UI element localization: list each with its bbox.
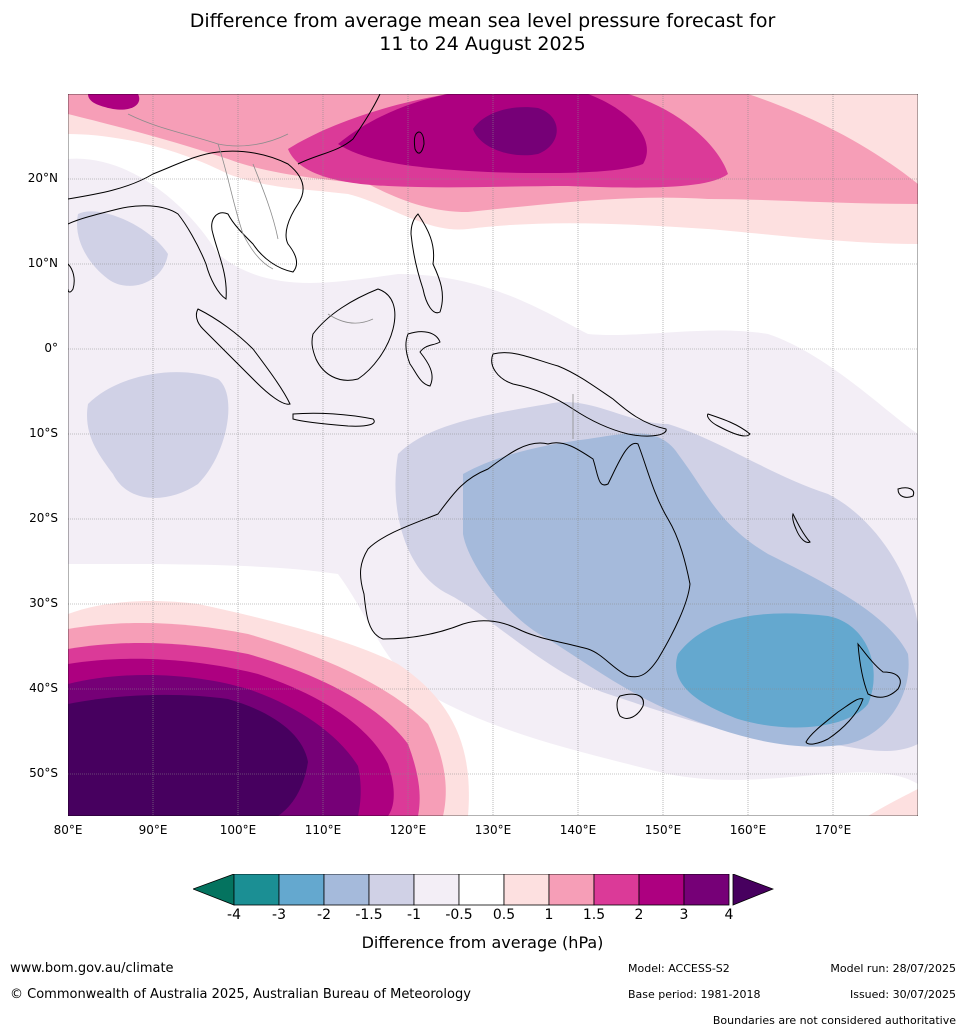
lon-label-140e: 140°E xyxy=(559,823,597,837)
lon-label-120e: 120°E xyxy=(389,823,427,837)
lat-label-10s: 10°S xyxy=(29,426,58,440)
colorbar-under-arrow xyxy=(193,874,235,906)
lon-label-160e: 160°E xyxy=(729,823,767,837)
philippines-coast xyxy=(410,213,443,314)
lon-label-110e: 110°E xyxy=(304,823,342,837)
colorbar-tick-label: 3 xyxy=(679,907,689,923)
colorbar-tick-label: 1.5 xyxy=(582,907,606,923)
colorbar-bin-1 xyxy=(278,874,325,906)
new-guinea-coast xyxy=(491,352,667,437)
colorbar-bin-10 xyxy=(683,874,730,906)
colorbar-tick-label: -1 xyxy=(407,907,421,923)
field-neg-2 xyxy=(676,613,874,728)
field-pos-nw-corner xyxy=(88,94,140,110)
solomon-islands-coast xyxy=(707,413,751,437)
footer-model-run: Model run: 28/07/2025 xyxy=(830,962,956,975)
lon-label-130e: 130°E xyxy=(474,823,512,837)
field-neg-1-west xyxy=(87,372,229,498)
china-coast xyxy=(297,94,381,165)
java-coast xyxy=(292,412,375,427)
colorbar-over-arrow xyxy=(732,874,774,906)
new-zealand-south-coast xyxy=(805,698,864,745)
lon-label-90e: 90°E xyxy=(138,823,168,837)
colorbar-tick-label: -4 xyxy=(227,907,241,923)
lat-label-40s: 40°S xyxy=(29,681,58,695)
footer-base-period: Base period: 1981-2018 xyxy=(628,988,761,1001)
colorbar-title: Difference from average (hPa) xyxy=(361,933,604,952)
lon-label-170e: 170°E xyxy=(814,823,852,837)
pressure-anomaly-map xyxy=(68,94,918,816)
colorbar-tick-label: 1 xyxy=(544,907,554,923)
title-line-2: 11 to 24 August 2025 xyxy=(379,33,586,55)
footer-model: Model: ACCESS-S2 xyxy=(628,962,730,975)
colorbar-tick-label: -3 xyxy=(272,907,286,923)
lat-label-30s: 30°S xyxy=(29,596,58,610)
new-zealand-north-coast xyxy=(857,642,901,698)
colorbar xyxy=(193,874,774,906)
tasmania-coast xyxy=(616,693,644,719)
lat-label-0: 0° xyxy=(44,341,58,355)
lat-label-50s: 50°S xyxy=(29,766,58,780)
field-pos-3-north xyxy=(473,107,557,156)
colorbar-bin-6 xyxy=(503,874,550,906)
mainland-asia-coast xyxy=(68,150,304,300)
sri-lanka-coast xyxy=(68,263,75,293)
graticule xyxy=(68,94,918,816)
sulawesi-coast xyxy=(405,331,441,387)
map-svg xyxy=(68,94,918,816)
borneo-coast xyxy=(311,288,396,381)
lat-label-20n: 20°N xyxy=(27,171,58,185)
title-line-1: Difference from average mean sea level p… xyxy=(189,10,776,32)
fiji-coast xyxy=(897,487,915,498)
footer-issued: Issued: 30/07/2025 xyxy=(849,988,956,1001)
colorbar-tick-label: -1.5 xyxy=(355,907,383,923)
colorbar-tick-label: 0.5 xyxy=(492,907,516,923)
colorbar-bin-9 xyxy=(638,874,685,906)
chart-title: Difference from average mean sea level p… xyxy=(0,10,965,56)
taiwan-coast xyxy=(413,131,425,154)
colorbar-tick-label: -0.5 xyxy=(445,907,473,923)
footer-website: www.bom.gov.au/climate xyxy=(10,961,174,976)
colorbar-bin-3 xyxy=(368,874,415,906)
borders xyxy=(127,113,574,439)
field-pos-4-south xyxy=(68,694,308,816)
lat-label-20s: 20°S xyxy=(29,511,58,525)
colorbar-tick-label: 2 xyxy=(634,907,644,923)
lon-label-80e: 80°E xyxy=(53,823,83,837)
sumatra-coast xyxy=(195,308,291,405)
lon-label-100e: 100°E xyxy=(219,823,257,837)
colorbar-bin-0 xyxy=(233,874,280,906)
field-neg-1-north xyxy=(77,211,168,286)
colorbar-bin-4 xyxy=(413,874,460,906)
field-pos-0.5-se-corner xyxy=(868,789,918,816)
colorbar-bin-5 xyxy=(458,874,505,906)
colorbar-bin-7 xyxy=(548,874,595,906)
coastlines xyxy=(68,94,915,745)
australia-coast xyxy=(360,442,691,678)
colorbar-bin-2 xyxy=(323,874,370,906)
lon-label-150e: 150°E xyxy=(644,823,682,837)
lat-label-10n: 10°N xyxy=(27,256,58,270)
colorbar-bin-8 xyxy=(593,874,640,906)
vanuatu-coast xyxy=(792,512,811,543)
footer-disclaimer: Boundaries are not considered authoritat… xyxy=(712,1014,956,1027)
colorbar-tick-label: 4 xyxy=(724,907,734,923)
footer-copyright: © Commonwealth of Australia 2025, Austra… xyxy=(10,987,471,1002)
colorbar-tick-label: -2 xyxy=(317,907,331,923)
